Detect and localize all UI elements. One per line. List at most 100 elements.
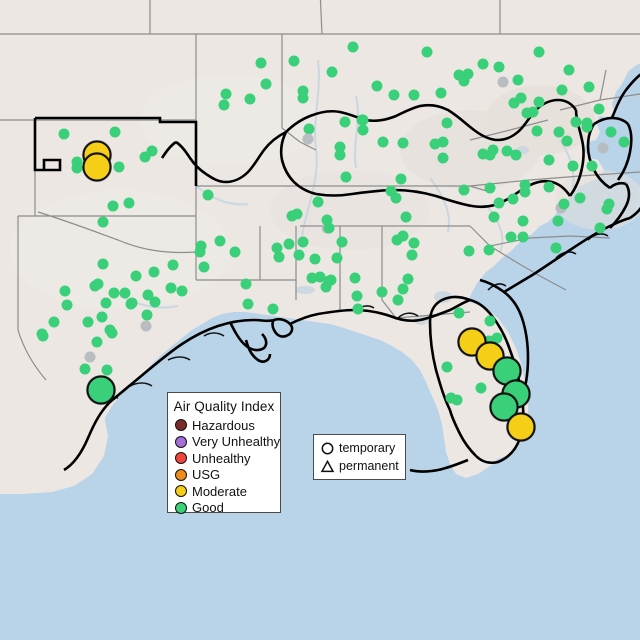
station-marker-good[interactable]	[91, 336, 103, 348]
station-marker-good[interactable]	[527, 106, 539, 118]
station-marker-good[interactable]	[139, 151, 151, 163]
station-marker-good[interactable]	[488, 211, 500, 223]
station-marker-good[interactable]	[218, 99, 230, 111]
station-marker-good[interactable]	[260, 78, 272, 90]
station-marker-good[interactable]	[508, 97, 520, 109]
station-marker-good[interactable]	[97, 216, 109, 228]
station-marker-good[interactable]	[48, 316, 60, 328]
station-marker-good[interactable]	[347, 41, 359, 53]
station-marker-good[interactable]	[244, 93, 256, 105]
station-marker-good[interactable]	[146, 145, 158, 157]
station-marker-good[interactable]	[437, 136, 449, 148]
station-marker-good[interactable]	[458, 75, 470, 87]
station-marker-good[interactable]	[552, 215, 564, 227]
station-marker-good[interactable]	[395, 173, 407, 185]
station-marker-good[interactable]	[574, 192, 586, 204]
station-marker-good[interactable]	[451, 394, 463, 406]
station-marker-good[interactable]	[194, 246, 206, 257]
permanent-station-marker[interactable]	[506, 412, 536, 442]
station-marker-good[interactable]	[435, 87, 447, 99]
permanent-station-marker[interactable]	[82, 152, 112, 182]
station-marker-good[interactable]	[505, 231, 517, 243]
station-marker-good[interactable]	[351, 290, 363, 302]
station-marker-good[interactable]	[291, 208, 303, 220]
station-marker-good[interactable]	[297, 236, 309, 248]
station-marker-good[interactable]	[312, 196, 324, 208]
station-marker-good[interactable]	[273, 251, 285, 263]
station-marker-good[interactable]	[240, 278, 252, 290]
station-marker-good[interactable]	[597, 142, 609, 154]
aqi-legend-row[interactable]: Unhealthy	[175, 450, 280, 467]
station-marker-good[interactable]	[397, 230, 409, 242]
station-marker-good[interactable]	[149, 296, 160, 308]
station-marker-good[interactable]	[107, 200, 119, 212]
station-marker-good[interactable]	[501, 145, 513, 156]
station-marker-good[interactable]	[390, 192, 402, 204]
station-marker-good[interactable]	[336, 236, 348, 248]
station-marker-good[interactable]	[242, 298, 254, 310]
station-marker-good[interactable]	[71, 162, 83, 174]
station-marker-good[interactable]	[297, 92, 309, 104]
station-marker-good[interactable]	[594, 222, 606, 234]
station-marker-good[interactable]	[323, 222, 335, 234]
station-marker-good[interactable]	[453, 307, 464, 319]
aqi-legend-row[interactable]: USG	[175, 467, 280, 484]
station-marker-good[interactable]	[408, 89, 420, 101]
station-marker-good[interactable]	[531, 125, 543, 137]
station-marker-good[interactable]	[550, 242, 562, 253]
station-marker-good[interactable]	[302, 133, 314, 145]
station-marker-good[interactable]	[148, 266, 160, 278]
station-marker-good[interactable]	[371, 80, 383, 92]
station-marker-good[interactable]	[293, 249, 305, 261]
station-type-row[interactable]: temporary	[320, 439, 405, 457]
station-marker-good[interactable]	[377, 136, 389, 148]
station-marker-good[interactable]	[400, 211, 412, 223]
station-marker-good[interactable]	[421, 46, 433, 58]
station-marker-good[interactable]	[475, 382, 487, 394]
station-marker-good[interactable]	[429, 138, 441, 149]
station-marker-good[interactable]	[605, 126, 617, 138]
station-marker-good[interactable]	[493, 197, 505, 209]
station-marker-good[interactable]	[515, 92, 527, 104]
station-marker-good[interactable]	[349, 272, 360, 284]
station-marker-good[interactable]	[376, 286, 387, 298]
station-marker-good[interactable]	[267, 303, 279, 315]
station-marker-good[interactable]	[125, 298, 137, 310]
station-marker-good[interactable]	[406, 249, 418, 261]
station-marker-good[interactable]	[445, 392, 457, 404]
station-marker-good[interactable]	[357, 124, 369, 136]
station-marker-good[interactable]	[101, 364, 113, 376]
station-marker-good[interactable]	[309, 253, 321, 265]
station-marker-good[interactable]	[92, 278, 104, 290]
station-marker-good[interactable]	[334, 141, 346, 153]
station-marker-good[interactable]	[79, 363, 91, 375]
station-marker-good[interactable]	[487, 144, 499, 156]
station-marker-good[interactable]	[229, 246, 241, 258]
station-marker-good[interactable]	[130, 270, 142, 282]
station-marker-good[interactable]	[255, 57, 267, 69]
station-marker-good[interactable]	[271, 242, 283, 254]
aqi-legend-row[interactable]: Hazardous	[175, 417, 280, 434]
station-marker-good[interactable]	[521, 107, 533, 119]
station-marker-good[interactable]	[195, 240, 207, 252]
station-marker-good[interactable]	[517, 215, 529, 227]
station-marker-good[interactable]	[59, 285, 71, 297]
station-marker-good[interactable]	[567, 160, 579, 172]
station-marker-good[interactable]	[167, 259, 179, 271]
station-marker-good[interactable]	[340, 171, 352, 183]
station-marker-good[interactable]	[321, 214, 333, 226]
station-marker-good[interactable]	[220, 88, 232, 100]
station-marker-good[interactable]	[397, 283, 408, 295]
station-marker-good[interactable]	[543, 181, 555, 193]
station-marker-good[interactable]	[543, 154, 555, 166]
station-marker-good[interactable]	[165, 282, 177, 294]
station-marker-good[interactable]	[113, 161, 125, 173]
station-marker-good[interactable]	[563, 64, 575, 76]
station-marker-good[interactable]	[61, 299, 73, 311]
station-marker-good[interactable]	[553, 126, 565, 138]
station-marker-good[interactable]	[388, 89, 400, 101]
aqi-legend-row[interactable]: Moderate	[175, 483, 280, 500]
station-marker-good[interactable]	[82, 316, 94, 328]
station-marker-good[interactable]	[306, 272, 318, 284]
station-marker-good[interactable]	[453, 69, 465, 81]
